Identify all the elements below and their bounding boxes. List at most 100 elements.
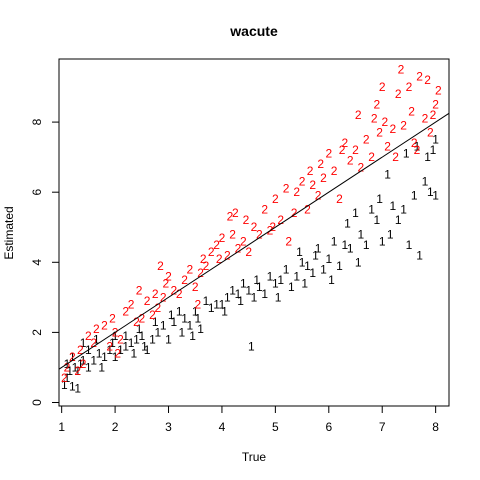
data-point-2: 2 [106,339,113,353]
data-point-1: 1 [363,238,370,252]
x-tick-label: 6 [325,420,332,434]
data-point-2: 2 [272,192,279,206]
data-point-2: 2 [152,287,159,301]
data-point-2: 2 [101,318,108,332]
data-point-1: 1 [309,266,316,280]
y-tick-label: 2 [30,329,44,336]
data-point-2: 2 [336,192,343,206]
data-point-2: 2 [195,297,202,311]
data-point-2: 2 [245,245,252,259]
data-point-2: 2 [382,115,389,129]
data-point-1: 1 [355,255,362,269]
data-point-1: 1 [390,199,397,213]
data-point-2: 2 [432,98,439,112]
data-point-1: 1 [416,248,423,262]
data-point-2: 2 [219,231,226,245]
data-point-1: 1 [301,276,308,290]
chart-title: wacute [229,23,278,39]
data-point-1: 1 [189,329,196,343]
data-point-2: 2 [261,203,268,217]
data-point-2: 2 [398,63,405,77]
x-axis: 1 2 3 4 5 6 7 8 [58,406,439,434]
data-point-1: 1 [315,241,322,255]
data-point-2: 2 [192,280,199,294]
x-tick-label: 8 [432,420,439,434]
data-point-2: 2 [379,80,386,94]
data-point-2: 2 [285,234,292,248]
data-point-1: 1 [165,332,172,346]
data-point-1: 1 [275,290,282,304]
y-tick-label: 8 [30,118,44,125]
x-tick-label: 3 [165,420,172,434]
x-tick-label: 2 [112,420,119,434]
data-point-2: 2 [390,122,397,136]
data-point-1: 1 [325,252,332,266]
data-point-1: 1 [221,304,228,318]
y-axis: 02468 [30,118,59,405]
data-point-2: 2 [187,262,194,276]
data-point-2: 2 [325,147,332,161]
data-point-1: 1 [261,287,268,301]
data-point-2: 2 [80,357,87,371]
data-point-2: 2 [320,171,327,185]
data-point-1: 1 [406,238,413,252]
data-point-1: 1 [98,360,105,374]
data-point-1: 1 [379,234,386,248]
data-point-2: 2 [243,213,250,227]
data-point-2: 2 [229,227,236,241]
data-point-2: 2 [435,84,442,98]
data-point-2: 2 [307,164,314,178]
data-point-1: 1 [328,273,335,287]
data-point-2: 2 [114,346,121,360]
data-point-2: 2 [157,259,164,273]
data-point-1: 1 [387,227,394,241]
data-point-1: 1 [403,147,410,161]
data-point-2: 2 [136,283,143,297]
data-point-2: 2 [371,112,378,126]
data-point-2: 2 [374,98,381,112]
y-tick-label: 6 [30,189,44,196]
data-point-2: 2 [406,80,413,94]
data-point-1: 1 [130,346,137,360]
data-point-1: 1 [293,269,300,283]
data-point-1: 1 [179,325,186,339]
data-point-1: 1 [74,381,81,395]
data-point-2: 2 [317,157,324,171]
data-point-1: 1 [376,192,383,206]
data-point-2: 2 [165,269,172,283]
data-point-1: 1 [331,234,338,248]
data-point-2: 2 [352,143,359,157]
x-tick-label: 7 [379,420,386,434]
data-point-2: 2 [392,150,399,164]
data-point-1: 1 [141,339,148,353]
data-point-1: 1 [411,189,418,203]
data-point-1: 1 [248,339,255,353]
data-point-1: 1 [384,168,391,182]
data-point-1: 1 [400,203,407,217]
data-point-2: 2 [363,133,370,147]
data-point-2: 2 [427,126,434,140]
data-point-2: 2 [400,119,407,133]
data-point-2: 2 [128,297,135,311]
data-point-2: 2 [109,311,116,325]
data-point-2: 2 [144,294,151,308]
data-point-1: 1 [347,241,354,255]
x-tick-label: 5 [272,420,279,434]
data-point-2: 2 [424,73,431,87]
data-point-2: 2 [408,105,415,119]
data-point-2: 2 [416,70,423,84]
data-point-2: 2 [414,143,421,157]
data-point-2: 2 [283,182,290,196]
data-point-2: 2 [227,210,234,224]
data-point-2: 2 [93,322,100,336]
x-tick-label: 4 [219,420,226,434]
data-point-2: 2 [331,164,338,178]
x-axis-label: True [242,450,267,464]
data-point-1: 1 [336,259,343,273]
y-tick-label: 0 [30,399,44,406]
data-point-2: 2 [355,108,362,122]
data-point-1: 1 [344,217,351,231]
data-point-2: 2 [299,175,306,189]
